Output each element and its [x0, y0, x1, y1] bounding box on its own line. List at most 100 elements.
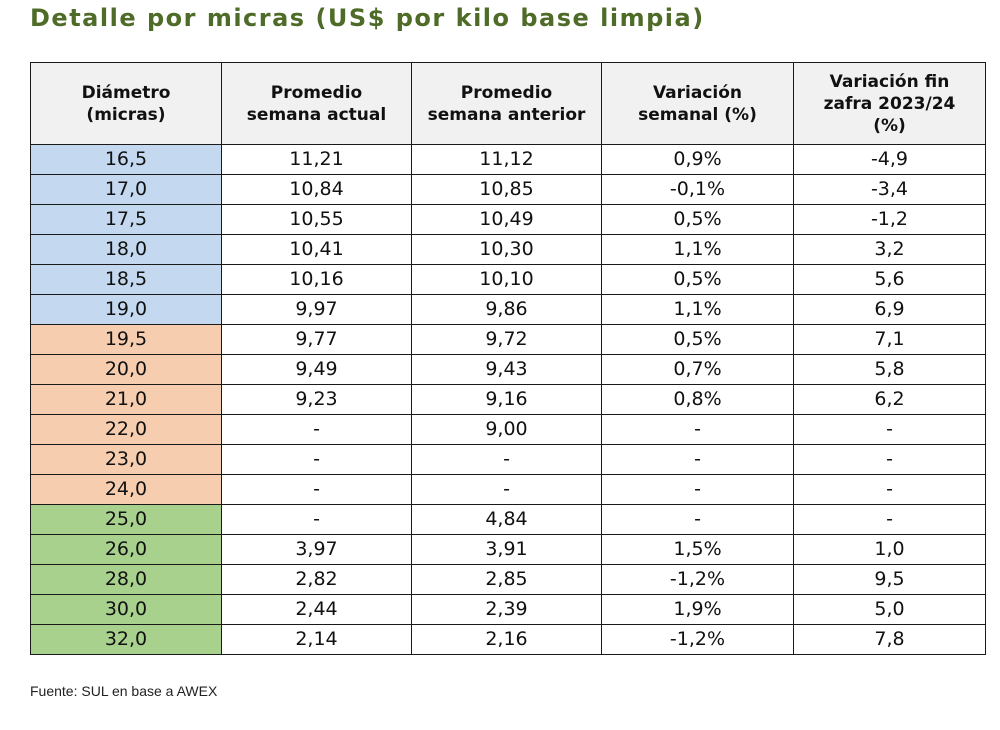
table-row: 30,0 2,44 2,39 1,9% 5,0: [30, 594, 986, 625]
micron-cell: 28,0: [30, 564, 222, 595]
micron-cell: 25,0: [30, 504, 222, 535]
promedio-actual-cell: -: [221, 474, 412, 505]
header-line: (%): [873, 115, 906, 136]
header-variacion-zafra: Variación fin zafra 2023/24 (%): [793, 62, 986, 145]
promedio-anterior-cell: 10,85: [411, 174, 602, 205]
variacion-semanal-cell: 0,7%: [601, 354, 794, 385]
variacion-semanal-cell: -1,2%: [601, 564, 794, 595]
promedio-actual-cell: 10,41: [221, 234, 412, 265]
micron-cell: 19,0: [30, 294, 222, 325]
micron-cell: 17,5: [30, 204, 222, 235]
variacion-zafra-cell: 6,2: [793, 384, 986, 415]
promedio-actual-cell: 2,44: [221, 594, 412, 625]
micron-cell: 22,0: [30, 414, 222, 445]
micron-cell: 24,0: [30, 474, 222, 505]
variacion-semanal-cell: -: [601, 504, 794, 535]
header-promedio-anterior: Promedio semana anterior: [411, 62, 602, 145]
micron-cell: 18,5: [30, 264, 222, 295]
variacion-semanal-cell: -0,1%: [601, 174, 794, 205]
table-row: 20,0 9,49 9,43 0,7% 5,8: [30, 354, 986, 385]
variacion-zafra-cell: 7,1: [793, 324, 986, 355]
table-body: 16,5 11,21 11,12 0,9% -4,9 17,0 10,84 10,85 -0,1…: [30, 144, 986, 655]
variacion-semanal-cell: -: [601, 444, 794, 475]
promedio-anterior-cell: 2,85: [411, 564, 602, 595]
variacion-semanal-cell: -: [601, 414, 794, 445]
variacion-zafra-cell: 5,8: [793, 354, 986, 385]
header-line: semana anterior: [427, 104, 586, 125]
table-row: 17,0 10,84 10,85 -0,1% -3,4: [30, 174, 986, 205]
micron-cell: 20,0: [30, 354, 222, 385]
variacion-semanal-cell: -1,2%: [601, 624, 794, 655]
variacion-zafra-cell: -1,2: [793, 204, 986, 235]
variacion-semanal-cell: -: [601, 474, 794, 505]
variacion-zafra-cell: -: [793, 414, 986, 445]
header-line: Promedio: [270, 82, 363, 103]
table-row: 23,0- - - -: [30, 444, 986, 475]
table-row: 26,0 3,97 3,91 1,5% 1,0: [30, 534, 986, 565]
header-diametro: Diámetro (micras): [30, 62, 222, 145]
variacion-semanal-cell: 1,1%: [601, 234, 794, 265]
variacion-semanal-cell: 0,9%: [601, 144, 794, 175]
variacion-zafra-cell: 7,8: [793, 624, 986, 655]
micron-cell: 19,5: [30, 324, 222, 355]
header-line: (micras): [86, 104, 166, 125]
promedio-actual-cell: 2,82: [221, 564, 412, 595]
promedio-actual-cell: -: [221, 504, 412, 535]
table-row: 21,0 9,23 9,16 0,8% 6,2: [30, 384, 986, 415]
table-row: 18,5 10,16 10,10 0,5% 5,6: [30, 264, 986, 295]
variacion-zafra-cell: 3,2: [793, 234, 986, 265]
promedio-anterior-cell: 10,30: [411, 234, 602, 265]
promedio-actual-cell: 10,84: [221, 174, 412, 205]
table-row: 28,0 2,82 2,85 -1,2% 9,5: [30, 564, 986, 595]
variacion-semanal-cell: 1,1%: [601, 294, 794, 325]
promedio-anterior-cell: 9,86: [411, 294, 602, 325]
variacion-semanal-cell: 0,8%: [601, 384, 794, 415]
promedio-anterior-cell: 2,16: [411, 624, 602, 655]
promedio-anterior-cell: 9,72: [411, 324, 602, 355]
header-line: zafra 2023/24: [823, 93, 956, 114]
variacion-semanal-cell: 1,9%: [601, 594, 794, 625]
variacion-zafra-cell: -4,9: [793, 144, 986, 175]
promedio-actual-cell: 2,14: [221, 624, 412, 655]
promedio-actual-cell: -: [221, 444, 412, 475]
promedio-actual-cell: 9,77: [221, 324, 412, 355]
header-variacion-semanal: Variación semanal (%): [601, 62, 794, 145]
promedio-actual-cell: 10,55: [221, 204, 412, 235]
variacion-zafra-cell: -3,4: [793, 174, 986, 205]
promedio-anterior-cell: 9,16: [411, 384, 602, 415]
promedio-actual-cell: 3,97: [221, 534, 412, 565]
variacion-semanal-cell: 0,5%: [601, 204, 794, 235]
promedio-actual-cell: 11,21: [221, 144, 412, 175]
variacion-semanal-cell: 0,5%: [601, 264, 794, 295]
table-row: 19,5 9,77 9,72 0,5% 7,1: [30, 324, 986, 355]
promedio-anterior-cell: 10,10: [411, 264, 602, 295]
promedio-actual-cell: 9,23: [221, 384, 412, 415]
variacion-zafra-cell: -: [793, 444, 986, 475]
variacion-zafra-cell: 1,0: [793, 534, 986, 565]
micron-cell: 21,0: [30, 384, 222, 415]
variacion-zafra-cell: -: [793, 504, 986, 535]
variacion-zafra-cell: 5,0: [793, 594, 986, 625]
promedio-anterior-cell: 3,91: [411, 534, 602, 565]
promedio-anterior-cell: 9,43: [411, 354, 602, 385]
header-promedio-actual: Promedio semana actual: [221, 62, 412, 145]
promedio-anterior-cell: 9,00: [411, 414, 602, 445]
micron-cell: 16,5: [30, 144, 222, 175]
micron-price-table: Diámetro (micras) Promedio semana actual P…: [30, 62, 986, 655]
table-row: 18,0 10,41 10,30 1,1% 3,2: [30, 234, 986, 265]
micron-cell: 18,0: [30, 234, 222, 265]
micron-cell: 17,0: [30, 174, 222, 205]
promedio-actual-cell: 9,97: [221, 294, 412, 325]
page-title: Detalle por micras (US$ por kilo base li…: [30, 4, 705, 32]
promedio-anterior-cell: 2,39: [411, 594, 602, 625]
variacion-semanal-cell: 1,5%: [601, 534, 794, 565]
header-line: Diámetro: [81, 82, 171, 103]
header-line: semanal (%): [638, 104, 757, 125]
source-note: Fuente: SUL en base a AWEX: [30, 683, 218, 699]
micron-cell: 32,0: [30, 624, 222, 655]
variacion-semanal-cell: 0,5%: [601, 324, 794, 355]
variacion-zafra-cell: 9,5: [793, 564, 986, 595]
variacion-zafra-cell: -: [793, 474, 986, 505]
variacion-zafra-cell: 6,9: [793, 294, 986, 325]
table-row: 25,0-4,84- -: [30, 504, 986, 535]
